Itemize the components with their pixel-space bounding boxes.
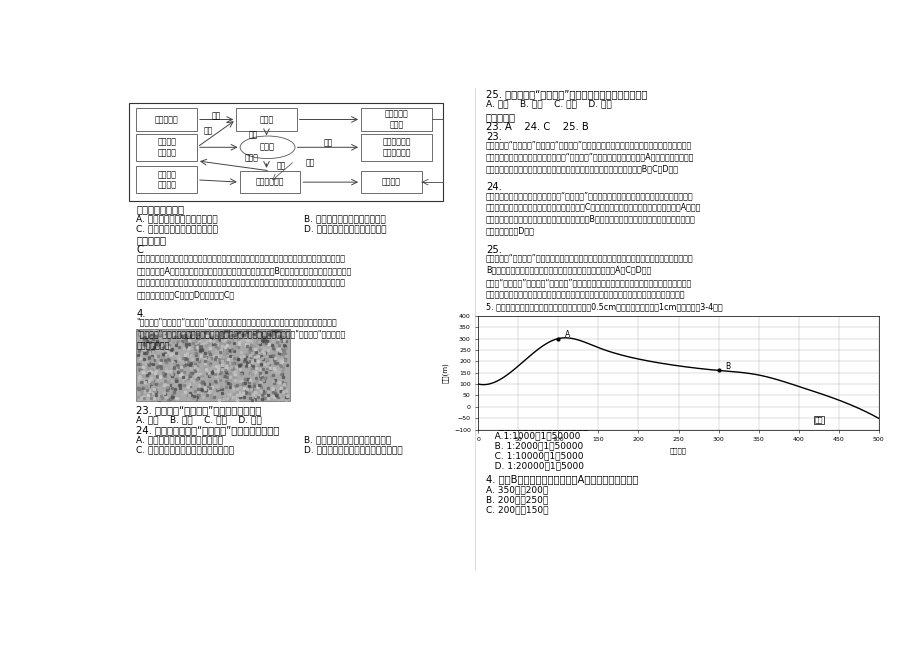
FancyBboxPatch shape	[360, 171, 421, 193]
Y-axis label: 海拔(m): 海拔(m)	[441, 363, 448, 383]
Text: B. 1:2000和1：50000: B. 1:2000和1：50000	[485, 441, 583, 450]
Text: B: B	[724, 361, 730, 370]
Text: 沼气站: 沼气站	[260, 143, 275, 152]
Text: 4.: 4.	[136, 309, 146, 319]
Text: D. 体现可持续发展的公平性原则: D. 体现可持续发展的公平性原则	[303, 225, 386, 234]
Text: 有机肥: 有机肥	[244, 154, 258, 163]
Text: 柑橘是亚热带水果，推断当地有利于“花果同树”奇观的自然条件是位于亚热带，纬度较低，或有地
形阻挡，冬季受寒潮影响小，有利于果实过冬，C对。同一果树开花时间长，也: 柑橘是亚热带水果，推断当地有利于“花果同树”奇观的自然条件是位于亚热带，纬度较低…	[485, 191, 700, 235]
Text: 优质牧草
种植基地: 优质牧草 种植基地	[157, 137, 176, 157]
Text: C: C	[136, 245, 143, 255]
Text: 4. 图中B点的绝对高度和相对于A点的相对高度分别是: 4. 图中B点的绝对高度和相对于A点的相对高度分别是	[485, 474, 638, 484]
Text: 25.: 25.	[485, 245, 501, 255]
Text: B. 气温日较差大，有利于糖分积累: B. 气温日较差大，有利于糖分积累	[303, 435, 391, 444]
FancyBboxPatch shape	[240, 171, 300, 193]
Text: 有机肆加工厂: 有机肆加工厂	[255, 178, 284, 187]
Text: 该地区引进“花果同树”的柑橘规模种植，主要因素是市场，市场需求是决定农民种植果树的类型，
B对。技术、气候、政策对种植类型有影响，不是决定作用，A、C、D错。: 该地区引进“花果同树”的柑橘规模种植，主要因素是市场，市场需求是决定农民种植果树…	[485, 254, 693, 274]
Text: 有机蔬菜
种植基地: 有机蔬菜 种植基地	[157, 170, 176, 189]
Text: 根据材料，“花果同树”是果农用“留树保鲜”技术，并选择晚熟的柑橘品种，使果实保留到开花的
日期。开花日期主要是春季，游客欣赏“花果同树”奇观的季节可能是春季，A: 根据材料，“花果同树”是果农用“留树保鲜”技术，并选择晚熟的柑橘品种，使果实保留…	[485, 141, 693, 173]
FancyBboxPatch shape	[360, 108, 432, 131]
Text: A: A	[564, 329, 570, 339]
Text: 点睛：“花果同树”是果农用“留树保鲜”技术，并选择晚熟的柑橘品种，使果实保留到开花的日期
，花期而长，也要结果实。气温日较差大、日照时间长，影响作物品质，不是花: 点睛：“花果同树”是果农用“留树保鲜”技术，并选择晚熟的柑橘品种，使果实保留到开…	[485, 279, 691, 299]
FancyBboxPatch shape	[360, 133, 432, 161]
Text: 23. 游客欣赏“花果同树”奇观的季节可能是: 23. 游客欣赏“花果同树”奇观的季节可能是	[136, 405, 261, 415]
Text: 养殖业: 养殖业	[259, 115, 273, 124]
FancyBboxPatch shape	[136, 108, 197, 131]
Text: B. 200米和250米: B. 200米和250米	[485, 495, 548, 504]
Text: 居民生活能源
企业供热供暖: 居民生活能源 企业供热供暖	[382, 137, 411, 157]
Text: 粪便: 粪便	[249, 130, 258, 139]
Text: A. 春季    B. 夏季    C. 秋季    D. 冬季: A. 春季 B. 夏季 C. 秋季 D. 冬季	[136, 415, 262, 424]
Text: 水面: 水面	[813, 417, 823, 423]
Text: 25. 该地区引进“花果同树”的柑橘规模种植，主要因素是: 25. 该地区引进“花果同树”的柑橘规模种植，主要因素是	[485, 89, 646, 99]
Text: A. 气候四季如春，果树开花时间长: A. 气候四季如春，果树开花时间长	[136, 435, 223, 444]
Text: A. 350米和200米: A. 350米和200米	[485, 485, 548, 494]
Text: C. 1:10000和1：5000: C. 1:10000和1：5000	[485, 451, 583, 460]
Text: 24.: 24.	[485, 182, 501, 192]
Text: D. 1:20000和1：5000: D. 1:20000和1：5000	[485, 461, 584, 470]
Text: "花果同树"是果农用“留树保鲜”技术并选择晚熟的柑橘品种，使果实保留到开花的日期，形成
"花果同树"的奇观，以供人们观赏。下图是某旅游爱好者拍摄的我国某地的"花: "花果同树"是果农用“留树保鲜”技术并选择晚熟的柑橘品种，使果实保留到开花的日期…	[136, 318, 346, 350]
Ellipse shape	[240, 136, 295, 159]
Text: 肉蛋奶食品
加工厂: 肉蛋奶食品 加工厂	[384, 110, 408, 129]
Text: 沼气: 沼气	[306, 159, 315, 168]
Text: 市场销售: 市场销售	[381, 178, 401, 187]
Text: A.1:1000和1：50000: A.1:1000和1：50000	[485, 431, 580, 440]
Text: 饲料: 饲料	[211, 111, 221, 120]
Text: 5. 下图是某地地形剖面图，其纵坐标划分间隔为0.5cm，横坐标划分间隔为1cm，读图回答3-4题。: 5. 下图是某地地形剖面图，其纵坐标划分间隔为0.5cm，横坐标划分间隔为1cm…	[485, 303, 721, 312]
Text: 沼液: 沼液	[276, 161, 285, 171]
Text: A. 技术    B. 市场    C. 气候    D. 政策: A. 技术 B. 市场 C. 气候 D. 政策	[485, 99, 611, 108]
FancyBboxPatch shape	[136, 329, 289, 402]
FancyBboxPatch shape	[136, 167, 197, 193]
Text: 秸秆: 秸秆	[203, 126, 212, 135]
Text: C. 200米和150米: C. 200米和150米	[485, 505, 548, 514]
Text: 饲料加工厂: 饲料加工厂	[154, 115, 178, 124]
Text: 沼气: 沼气	[323, 139, 332, 148]
X-axis label: 水平距离: 水平距离	[669, 448, 686, 454]
Text: 参考答案：: 参考答案：	[136, 235, 166, 245]
FancyBboxPatch shape	[136, 133, 197, 161]
Text: 参考答案：: 参考答案：	[485, 112, 516, 122]
Text: D. 纬度低日照时间长，有利于光合作用: D. 纬度低日照时间长，有利于光合作用	[303, 445, 403, 454]
Text: 图中所示产业模式: 图中所示产业模式	[136, 204, 184, 214]
Text: 考查生态农业。从图中所示产业模式图中可以看出该农业属于畜牧业农业地域类型，最可能出现在我
国西部牧区，A错误；该产业产品主要销往市场，属于商品农业，B错误；所示: 考查生态农业。从图中所示产业模式图中可以看出该农业属于畜牧业农业地域类型，最可能…	[136, 255, 351, 299]
Text: 24. 推断当地有利于“花果同树”奇观的自然条件是: 24. 推断当地有利于“花果同树”奇观的自然条件是	[136, 425, 279, 435]
Text: B. 多种经营，以自给自足为目的: B. 多种经营，以自给自足为目的	[303, 214, 385, 223]
Text: A. 最可能出现在珠江三角洲地区: A. 最可能出现在珠江三角洲地区	[136, 214, 218, 223]
Text: C. 冬季受寒潮影响小，有利于果实过冬: C. 冬季受寒潮影响小，有利于果实过冬	[136, 445, 234, 454]
FancyBboxPatch shape	[236, 108, 297, 131]
Text: 23.: 23.	[485, 132, 501, 142]
Text: 3. 图中的垂直比例和水平比例分别是: 3. 图中的垂直比例和水平比例分别是	[485, 420, 588, 430]
Text: C. 减少化肥使用，提高生态效益: C. 减少化肥使用，提高生态效益	[136, 225, 218, 234]
Text: 23. A    24. C    25. B: 23. A 24. C 25. B	[485, 122, 588, 132]
